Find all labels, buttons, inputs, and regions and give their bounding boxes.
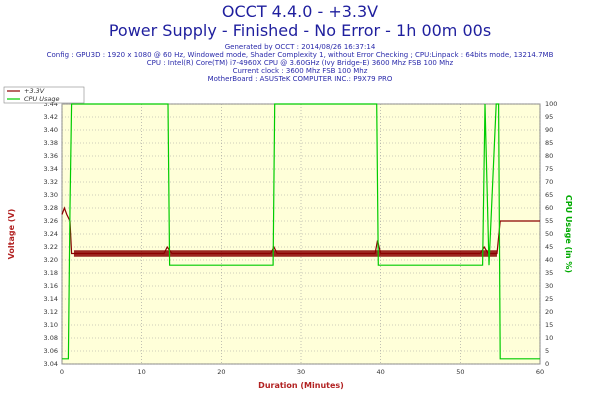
y2-tick-label: 60 [545,204,553,212]
x-tick-label: 30 [297,368,305,376]
y2-tick-label: 50 [545,230,553,238]
x-tick-label: 20 [217,368,225,376]
y2-tick-label: 40 [545,256,553,264]
y2-tick-label: 15 [545,321,553,329]
info-motherboard: MotherBoard : ASUSTeK COMPUTER INC.: P9X… [207,75,393,83]
y-tick-label: 3.14 [44,295,58,303]
y-tick-label: 3.12 [44,308,58,316]
y-tick-label: 3.08 [44,334,58,342]
y2-tick-label: 95 [545,113,553,121]
y-tick-label: 3.32 [44,178,58,186]
y2-tick-label: 5 [545,347,549,355]
y2-tick-label: 45 [545,243,553,251]
y-tick-label: 3.42 [44,113,58,121]
chart-title: OCCT 4.4.0 - +3.3V [221,2,379,21]
y2-tick-label: 35 [545,269,553,277]
legend-cpu-label: CPU Usage [24,95,60,103]
y2-tick-label: 25 [545,295,553,303]
y-tick-label: 3.06 [44,347,58,355]
y-tick-label: 3.38 [44,139,58,147]
y2-tick-label: 85 [545,139,553,147]
y2-tick-label: 80 [545,152,553,160]
y-tick-label: 3.40 [44,126,58,134]
y2-tick-label: 0 [545,360,549,368]
y2-tick-label: 75 [545,165,553,173]
y-tick-label: 3.34 [44,165,58,173]
series-voltage-band [73,250,497,257]
x-tick-label: 60 [536,368,544,376]
y-tick-label: 3.36 [44,152,58,160]
x-tick-label: 50 [456,368,464,376]
y-tick-label: 3.22 [44,243,58,251]
y-tick-label: 3.04 [44,360,58,368]
x-tick-label: 40 [377,368,385,376]
y2-tick-label: 65 [545,191,553,199]
y2-tick-label: 100 [545,100,557,108]
y-tick-label: 3.16 [44,282,58,290]
y2-tick-label: 55 [545,217,553,225]
info-config: Config : GPU3D : 1920 x 1080 @ 60 Hz, Wi… [46,51,554,59]
y-tick-label: 3.44 [44,100,58,108]
y-tick-label: 3.30 [44,191,58,199]
y2-tick-label: 70 [545,178,553,186]
y2-tick-label: 10 [545,334,553,342]
x-axis-label: Duration (Minutes) [258,381,344,390]
info-cpu: CPU : Intel(R) Core(TM) i7-4960X CPU @ 3… [146,59,454,67]
y2-tick-label: 90 [545,126,553,134]
y2-axis-label: CPU Usage (in %) [564,195,573,273]
chart-subtitle: Power Supply - Finished - No Error - 1h … [108,21,492,40]
y-tick-label: 3.18 [44,269,58,277]
series-cpu-line [62,103,540,360]
info-generated: Generated by OCCT : 2014/08/26 16:37:14 [224,43,376,51]
x-tick-label: 10 [138,368,146,376]
info-clock: Current clock : 3600 Mhz FSB 100 Mhz [232,67,368,75]
y-tick-label: 3.24 [44,230,58,238]
x-tick-label: 0 [60,368,64,376]
y-tick-label: 3.28 [44,204,58,212]
y-tick-label: 3.10 [44,321,58,329]
y-tick-label: 3.26 [44,217,58,225]
y-axis-label: Voltage (V) [7,209,16,260]
legend-voltage-label: +3.3V [24,87,45,95]
legend-box [3,86,85,104]
y2-tick-label: 30 [545,282,553,290]
y2-tick-label: 20 [545,308,553,316]
y-tick-label: 3.20 [44,256,58,264]
